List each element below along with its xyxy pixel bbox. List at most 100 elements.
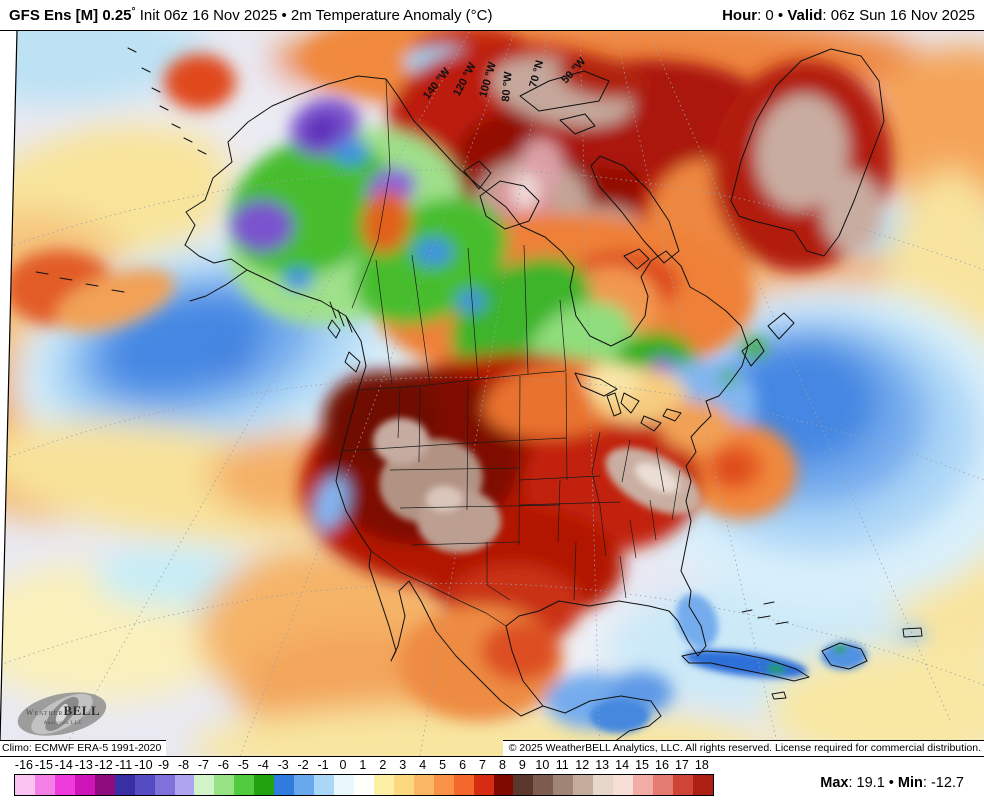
graticule (0, 31, 984, 756)
anomaly-blobs-small (373, 418, 867, 733)
anomaly-blob (585, 363, 641, 399)
colorbar-swatch (393, 775, 414, 795)
anomaly-blob (456, 290, 486, 312)
colorbar-swatch (94, 775, 115, 795)
colorbar-tick: -8 (177, 758, 190, 772)
colorbar-tick: 10 (535, 758, 550, 772)
colorbar-swatch (653, 775, 673, 795)
colorbar-tick: -2 (297, 758, 309, 772)
border-line (375, 244, 567, 385)
anomaly-blob (481, 621, 561, 681)
climo-note: Climo: ECMWF ERA-5 1991-2020 (0, 740, 167, 756)
colorbar-tick: 14 (615, 758, 630, 772)
coastline (184, 244, 544, 717)
colorbar-swatch (194, 775, 215, 795)
logo-bell: BELL (63, 703, 101, 718)
colorbar-swatch (373, 775, 394, 795)
coastline (463, 48, 885, 367)
border-line (370, 550, 507, 627)
coastline (327, 319, 923, 700)
colorbar-tick: -11 (115, 758, 133, 772)
anomaly-blob (675, 593, 719, 649)
colorbar-tick: 12 (575, 758, 590, 772)
colorbar-swatch (413, 775, 434, 795)
colorbar-swatch (533, 775, 554, 795)
graticule-label: 80 °W (500, 71, 515, 103)
anomaly-blob (164, 54, 236, 110)
valid-label: Valid (787, 6, 823, 24)
anomaly-blob (721, 459, 745, 479)
hour-value: : 0 (757, 6, 774, 24)
graticule-line (0, 169, 984, 271)
colorbar-swatch (214, 775, 235, 795)
anomaly-blob (333, 139, 369, 165)
anomaly-blob (313, 475, 349, 531)
colorbar-tick: 3 (399, 758, 407, 772)
colorbar-tick: 11 (555, 758, 569, 772)
colorbar-swatch (573, 775, 594, 795)
anomaly-blob (834, 645, 846, 653)
max-label: Max (820, 775, 849, 791)
colorbar-tick: 9 (518, 758, 526, 772)
border-line (357, 370, 567, 391)
colorbar-tick: -4 (257, 758, 269, 772)
model-name: GFS Ens [M] 0.25 (9, 7, 132, 24)
copyright-note: © 2025 WeatherBELL Analytics, LLC. All r… (502, 740, 984, 756)
anomaly-blob (590, 699, 650, 733)
colorbar-tick: -10 (134, 758, 153, 772)
anomaly-blob (635, 463, 679, 493)
stats-separator: • (884, 775, 898, 791)
anomaly-blob (660, 401, 732, 451)
logo-text: WeatherBELL Analytics LLC (10, 703, 116, 729)
anomaly-blob (282, 268, 314, 290)
graticule-line (0, 376, 984, 481)
anomaly-blob (767, 664, 785, 674)
colorbar-swatch (134, 775, 155, 795)
colorbar-tick: 4 (419, 758, 427, 772)
colorbar-swatch (114, 775, 135, 795)
border-line (341, 371, 621, 601)
dot-separator: • (773, 6, 788, 24)
colorbar-swatch (513, 775, 534, 795)
anomaly-blob (230, 200, 294, 252)
anomaly-blob (755, 94, 849, 210)
colorbar-swatch (54, 775, 75, 795)
colorbar-swatch (74, 775, 95, 795)
weatherbell-logo: WeatherBELL Analytics LLC (10, 689, 116, 743)
anomaly-blob (742, 338, 766, 356)
colorbar-swatch (314, 775, 334, 795)
colorbar-swatch (334, 775, 354, 795)
colorbar-swatch (154, 775, 175, 795)
colorbar-tick: -15 (34, 758, 53, 772)
colorbar-swatch (174, 775, 195, 795)
colorbar-tick: -9 (157, 758, 170, 772)
colorbar-swatch (613, 775, 634, 795)
anomaly-blob (426, 486, 462, 512)
header: GFS Ens [M] 0.25° Init 06z 16 Nov 2025 •… (0, 0, 984, 30)
colorbar-tick: 5 (439, 758, 447, 772)
colorbar-tick: -16 (14, 758, 33, 772)
colorbar-swatch (633, 775, 653, 795)
colorbar-tick: -6 (217, 758, 229, 772)
valid-value: : 06z Sun 16 Nov 2025 (822, 6, 975, 24)
colorbar-swatch (294, 775, 315, 795)
colorbar-tick: 17 (674, 758, 689, 772)
colorbar-tick: -7 (197, 758, 209, 772)
colorbar-tick: 0 (339, 758, 347, 772)
anomaly-blob (0, 31, 210, 103)
colorbar-swatch (473, 775, 494, 795)
title-detail: Init 06z 16 Nov 2025 • 2m Temperature An… (135, 7, 493, 24)
min-value: : -12.7 (922, 775, 964, 791)
anomaly-blob (822, 172, 882, 252)
colorbar-swatch (593, 775, 614, 795)
colorbar-tick: -3 (277, 758, 289, 772)
anomaly-blob (821, 642, 867, 670)
colorbar-swatch (553, 775, 574, 795)
map-canvas: 140 °W 120 °W 100 °W 80 °W 70 °N 50 °W Climo:… (0, 30, 984, 757)
graticule-line (239, 31, 516, 756)
colorbar-tick: 8 (498, 758, 506, 772)
hour-valid: Hour: 0 • Valid: 06z Sun 16 Nov 2025 (722, 7, 975, 24)
graticule-line (59, 31, 471, 756)
colorbar-swatch (433, 775, 454, 795)
